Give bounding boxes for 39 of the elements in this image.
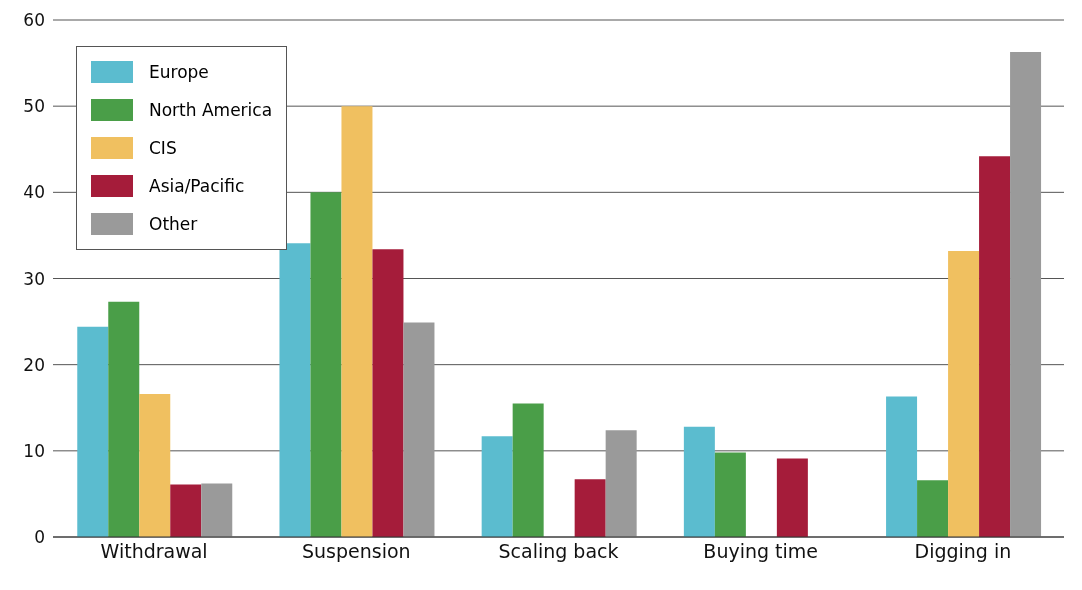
legend-label: Europe bbox=[149, 62, 209, 82]
bar bbox=[948, 250, 980, 537]
x-tick-label: Buying time bbox=[703, 540, 819, 563]
y-tick-label: 30 bbox=[23, 268, 45, 289]
bar bbox=[481, 436, 513, 537]
bar bbox=[979, 156, 1011, 537]
bar bbox=[170, 484, 202, 537]
bar bbox=[279, 243, 311, 537]
x-tick-label: Suspension bbox=[301, 540, 411, 563]
y-tick-label: 50 bbox=[23, 96, 45, 117]
legend-label: North America bbox=[149, 100, 273, 120]
bar bbox=[341, 106, 373, 537]
y-tick-label: 40 bbox=[23, 182, 45, 203]
bar bbox=[886, 396, 918, 537]
bar bbox=[714, 452, 746, 537]
legend-label: Other bbox=[149, 214, 198, 234]
bar bbox=[605, 430, 637, 537]
bar bbox=[77, 326, 109, 537]
y-tick-label: 10 bbox=[23, 440, 45, 461]
bar bbox=[403, 322, 435, 537]
bar bbox=[372, 249, 404, 537]
bar bbox=[776, 458, 808, 537]
bar bbox=[512, 403, 544, 537]
bar bbox=[574, 479, 606, 537]
x-tick-label: Withdrawal bbox=[100, 540, 208, 563]
y-tick-label: 0 bbox=[34, 527, 45, 548]
bar bbox=[917, 480, 949, 537]
y-tick-label: 20 bbox=[23, 354, 45, 375]
x-tick-label: Digging in bbox=[914, 540, 1012, 563]
x-tick-label: Scaling back bbox=[498, 540, 619, 563]
bar bbox=[201, 483, 233, 537]
bar bbox=[683, 426, 715, 537]
bar bbox=[108, 301, 140, 537]
legend-label: Asia/Pacific bbox=[149, 176, 245, 196]
bar bbox=[310, 192, 342, 537]
bar bbox=[1010, 51, 1042, 537]
legend-label: CIS bbox=[149, 138, 177, 158]
y-tick-label: 60 bbox=[23, 10, 45, 31]
bar bbox=[139, 393, 171, 537]
